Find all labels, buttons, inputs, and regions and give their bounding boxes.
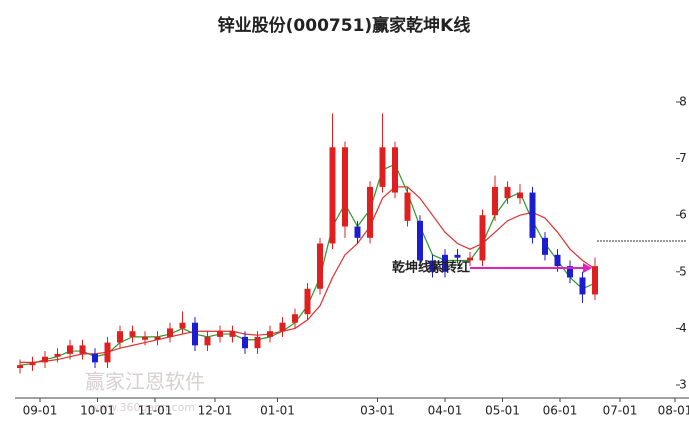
candle-body xyxy=(217,331,223,337)
candle-body xyxy=(104,342,111,363)
y-tick-label: 7 xyxy=(679,151,687,165)
x-tick-label: 01-01 xyxy=(260,404,295,418)
candle-body xyxy=(454,254,461,258)
x-tick-label: 04-01 xyxy=(428,404,463,418)
candle-body xyxy=(304,288,311,315)
candle-body xyxy=(279,322,286,332)
candle-body xyxy=(242,336,248,349)
chart-title: 锌业股份(000751)赢家乾坤K线 xyxy=(218,15,471,36)
x-tick-label: 11-01 xyxy=(138,404,173,418)
y-tick-label: 3 xyxy=(679,378,687,392)
arrow-head xyxy=(583,263,592,273)
candle-body xyxy=(142,336,148,340)
candle-body xyxy=(392,147,398,193)
plot: 3 4 5 6 7 8 09-01 10-01 11-01 12-01 01-01 03-01 04-0… xyxy=(17,95,689,418)
x-tick-label: 05-01 xyxy=(485,404,520,418)
candle-body xyxy=(467,257,473,261)
x-tick-label: 06-01 xyxy=(543,404,578,418)
x-tick-label: 12-01 xyxy=(198,404,233,418)
candle-body xyxy=(542,237,548,255)
y-tick-label: 5 xyxy=(679,264,687,278)
candle-body xyxy=(517,192,523,199)
watermark-url: www.360gann.com xyxy=(90,401,195,414)
candle-body xyxy=(529,192,536,238)
x-tick-label: 10-01 xyxy=(80,404,115,418)
candle-body xyxy=(79,345,86,354)
candle-body xyxy=(29,362,36,366)
candle-body xyxy=(354,226,361,238)
candle-body xyxy=(404,192,411,221)
candle-body xyxy=(267,331,273,337)
candle-body xyxy=(129,331,136,337)
candle-body xyxy=(367,186,373,238)
candle-body xyxy=(417,220,423,261)
candle-body xyxy=(17,365,23,369)
candle-body xyxy=(292,314,298,323)
candle-body xyxy=(442,254,448,272)
watermark: 赢家江恩软件 xyxy=(85,370,205,394)
x-tick-label: 07-01 xyxy=(603,404,638,418)
x-tick-label: 08-01 xyxy=(658,404,689,418)
candle-body xyxy=(179,322,186,329)
candle-body xyxy=(67,345,73,354)
candle-body xyxy=(229,331,236,337)
annotation: 乾坤线紫转红 xyxy=(392,260,470,276)
candle-body xyxy=(567,266,573,278)
candle-body xyxy=(317,243,323,289)
candle-body xyxy=(204,336,211,346)
candle-body xyxy=(592,266,598,295)
candle-body xyxy=(504,186,511,199)
candle-body xyxy=(192,322,198,346)
candle-body xyxy=(379,147,386,187)
candle-body xyxy=(579,277,586,295)
candle-body xyxy=(117,331,123,343)
y-tick-label: 8 xyxy=(679,95,687,109)
candle-body xyxy=(92,353,98,363)
x-tick-label: 09-01 xyxy=(23,404,58,418)
candle-body xyxy=(154,336,161,340)
candle-body xyxy=(554,254,561,267)
x-tick-label: 03-01 xyxy=(360,404,395,418)
y-tick-label: 6 xyxy=(679,208,687,222)
candle-body xyxy=(342,147,348,227)
candle-body xyxy=(42,356,48,363)
candle-body xyxy=(479,215,486,261)
candle-body xyxy=(492,186,498,216)
candle-body xyxy=(167,328,173,337)
candle-body xyxy=(429,260,436,272)
y-tick-label: 4 xyxy=(679,321,687,335)
candle-body xyxy=(329,147,336,244)
candle-body xyxy=(54,353,61,357)
candle-body xyxy=(254,336,261,349)
